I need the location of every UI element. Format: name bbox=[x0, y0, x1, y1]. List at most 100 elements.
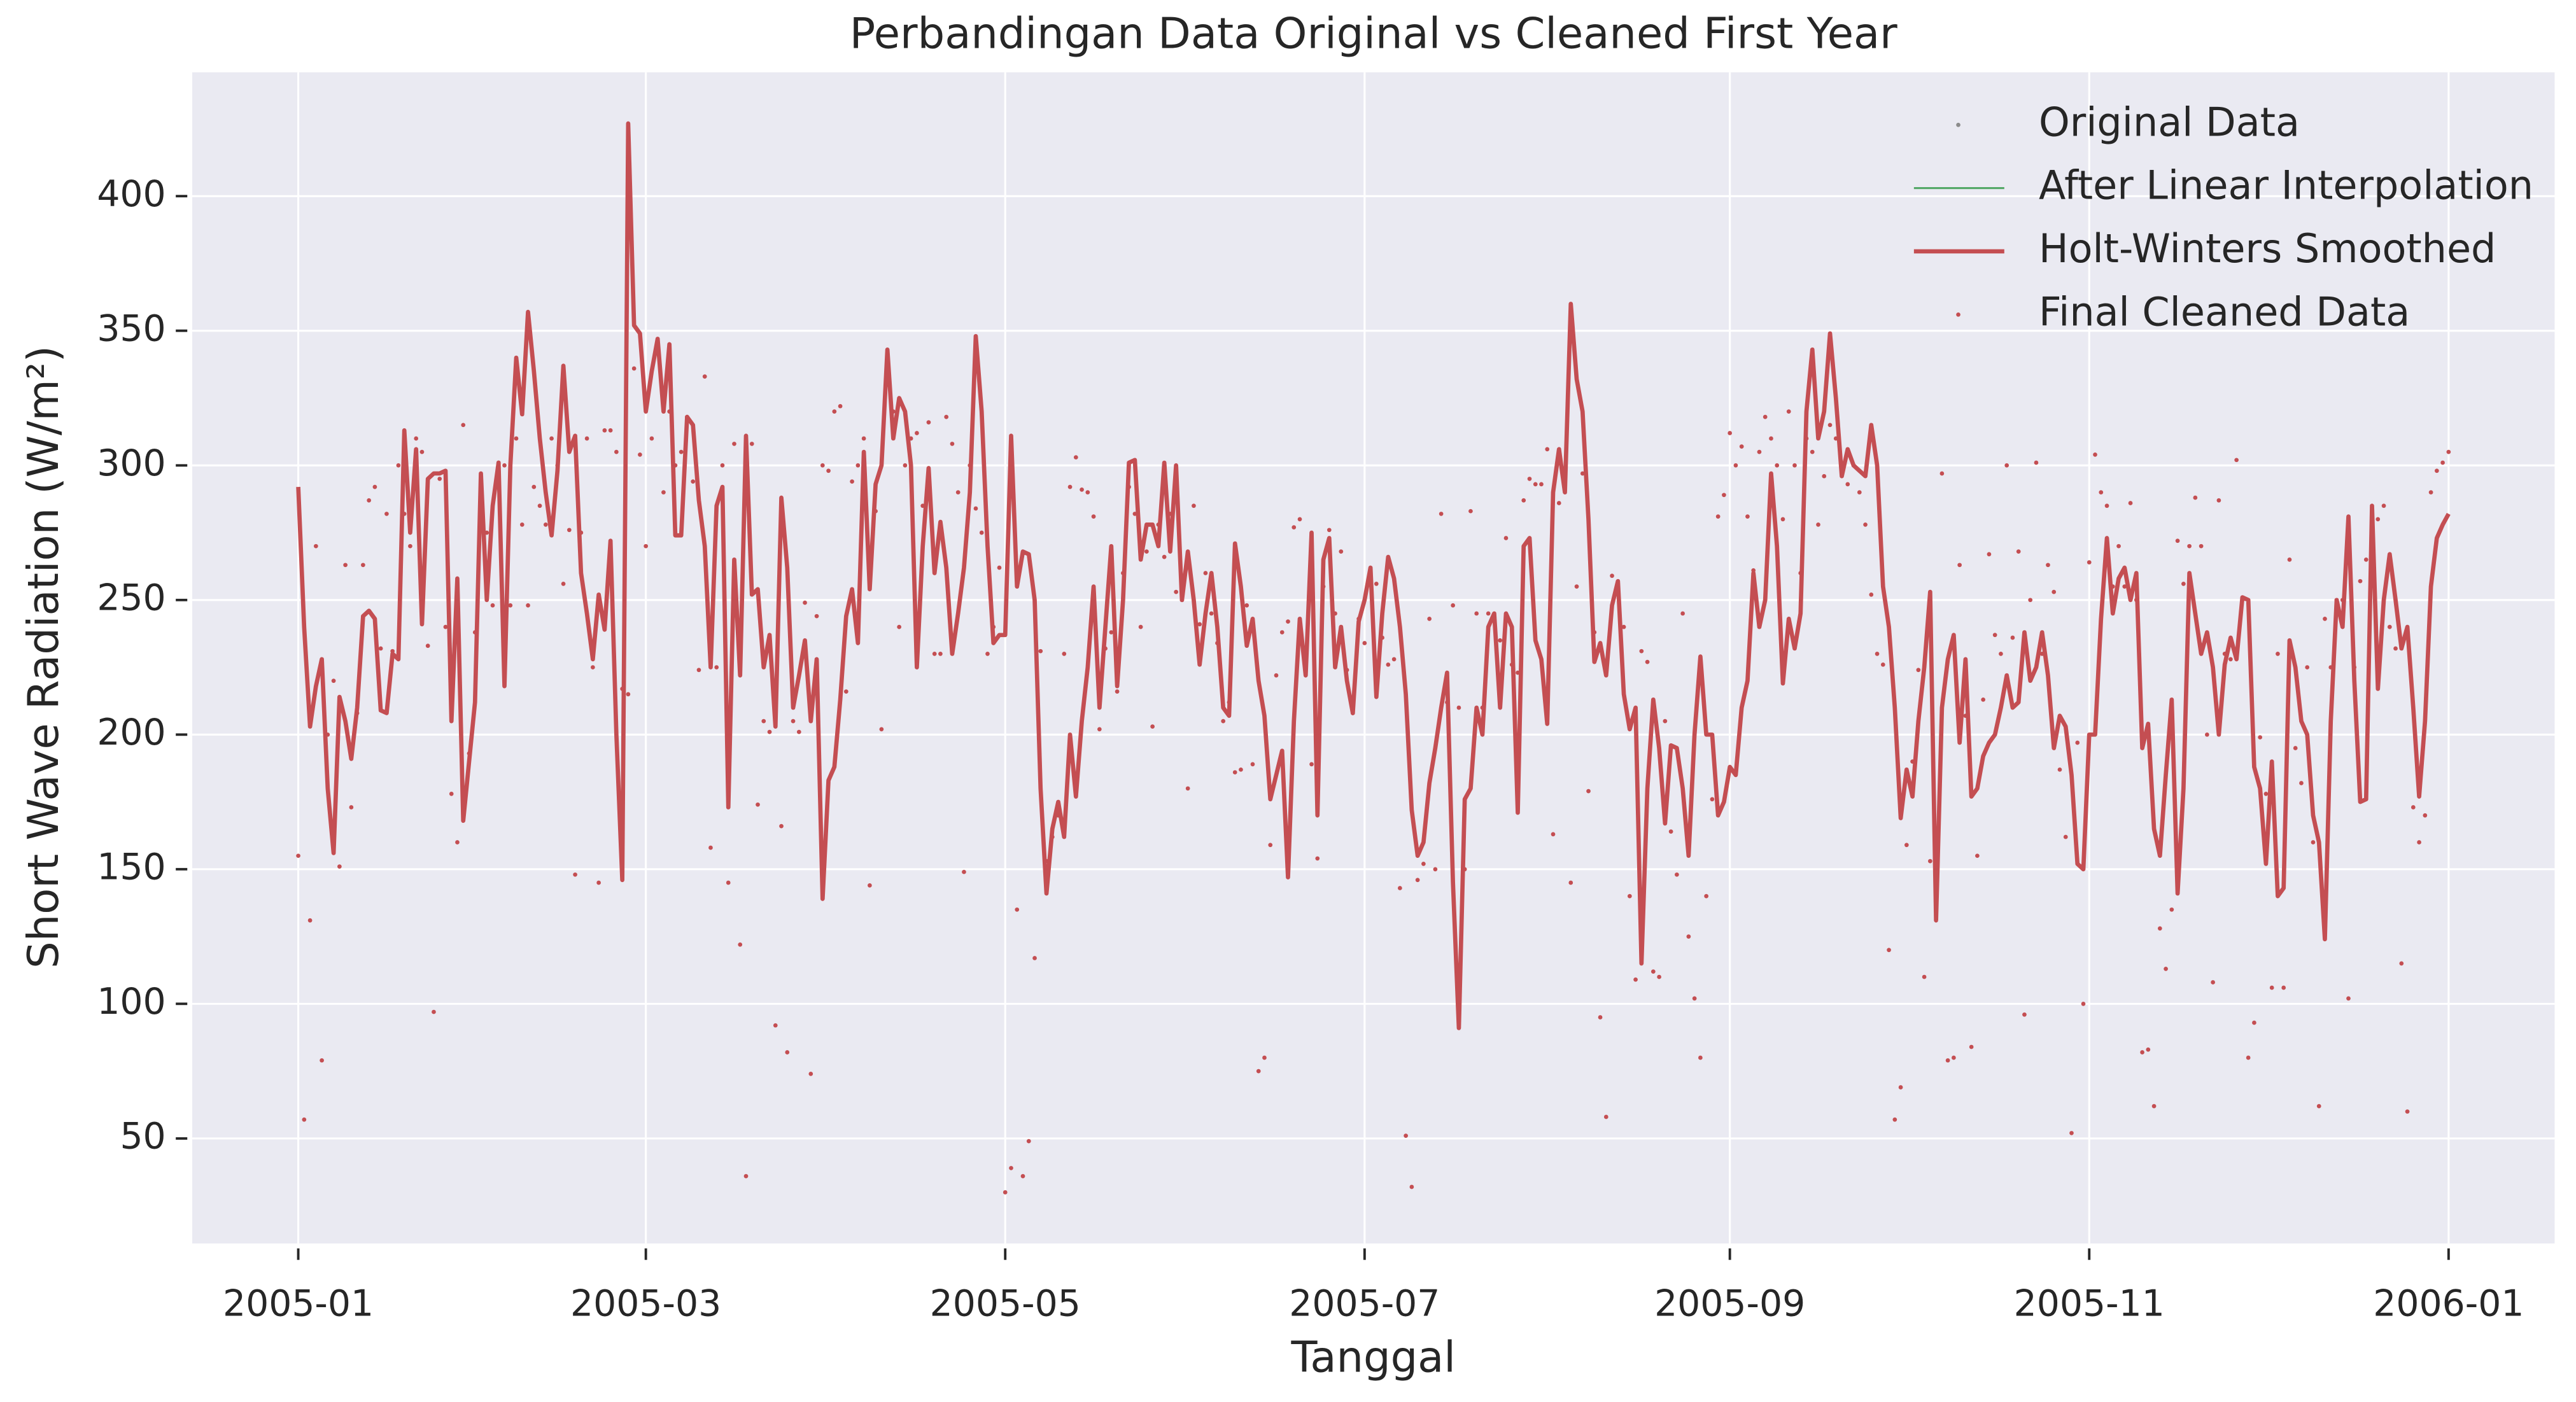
data-point bbox=[908, 436, 913, 441]
data-point bbox=[2151, 1104, 2157, 1109]
data-point bbox=[1303, 646, 1308, 651]
data-point bbox=[1975, 853, 1980, 859]
data-point bbox=[1239, 767, 1243, 772]
data-point bbox=[384, 512, 389, 516]
data-point bbox=[732, 442, 736, 446]
data-point bbox=[2034, 460, 2039, 465]
data-point bbox=[1297, 517, 1302, 522]
data-point bbox=[2323, 617, 2327, 621]
data-point bbox=[644, 543, 649, 549]
data-point bbox=[1132, 512, 1137, 516]
data-point bbox=[2399, 961, 2404, 966]
data-point bbox=[2381, 503, 2386, 508]
data-point bbox=[991, 624, 996, 629]
data-point bbox=[355, 711, 360, 715]
data-point bbox=[903, 463, 908, 468]
data-point bbox=[2346, 996, 2351, 1001]
data-point bbox=[1786, 409, 1791, 414]
data-point bbox=[1138, 624, 1143, 629]
data-point bbox=[1192, 503, 1196, 508]
data-point bbox=[850, 479, 854, 484]
data-point bbox=[1268, 843, 1273, 848]
data-point bbox=[449, 792, 454, 796]
data-point bbox=[1197, 622, 1202, 627]
legend-marker bbox=[1956, 122, 1960, 127]
data-point bbox=[2110, 584, 2115, 589]
data-point bbox=[2387, 624, 2392, 629]
data-point bbox=[2246, 1055, 2251, 1060]
data-point bbox=[1244, 603, 1249, 608]
data-point bbox=[1215, 641, 1220, 645]
x-tick-label: 2005-03 bbox=[570, 1283, 721, 1325]
data-point bbox=[1439, 512, 1444, 516]
y-tick-label: 50 bbox=[120, 1115, 165, 1157]
data-point bbox=[2281, 985, 2286, 990]
data-point bbox=[638, 452, 642, 457]
data-point bbox=[484, 530, 489, 535]
data-point bbox=[2352, 665, 2357, 669]
data-point bbox=[2305, 665, 2310, 669]
data-point bbox=[1757, 449, 1762, 454]
data-point bbox=[2063, 834, 2068, 839]
data-point bbox=[2358, 578, 2363, 584]
y-axis-label: Short Wave Radiation (W/m²) bbox=[18, 346, 68, 969]
data-point bbox=[1386, 662, 1391, 667]
data-point bbox=[655, 342, 660, 347]
data-point bbox=[331, 678, 336, 683]
data-point bbox=[944, 414, 949, 419]
data-point bbox=[1992, 633, 1997, 638]
data-point bbox=[1833, 436, 1838, 441]
data-point bbox=[1009, 1166, 1013, 1170]
data-point bbox=[2004, 463, 2009, 468]
data-point bbox=[1733, 463, 1738, 468]
data-point bbox=[1474, 611, 1479, 616]
data-point bbox=[1456, 705, 1461, 710]
data-point bbox=[443, 624, 448, 629]
data-point bbox=[543, 522, 548, 527]
data-point bbox=[968, 463, 973, 468]
data-point bbox=[614, 449, 619, 454]
data-point bbox=[1103, 646, 1108, 651]
x-tick-label: 2005-07 bbox=[1289, 1283, 1440, 1325]
data-point bbox=[843, 689, 848, 694]
data-point bbox=[2340, 598, 2345, 603]
legend-label: After Linear Interpolation bbox=[2039, 163, 2533, 209]
data-point bbox=[1851, 463, 1856, 468]
data-point bbox=[743, 1174, 749, 1179]
data-point bbox=[2057, 767, 2062, 772]
data-point bbox=[1739, 444, 1744, 449]
marks bbox=[296, 121, 2451, 1195]
data-point bbox=[979, 530, 984, 535]
data-point bbox=[296, 853, 300, 859]
data-point bbox=[1763, 414, 1768, 419]
data-point bbox=[1645, 659, 1650, 664]
data-point bbox=[997, 565, 1002, 570]
data-point bbox=[1963, 713, 1968, 719]
data-point bbox=[855, 463, 861, 468]
data-point bbox=[579, 530, 584, 535]
data-point bbox=[2252, 1020, 2256, 1025]
data-point bbox=[1232, 770, 1237, 775]
data-point bbox=[425, 643, 430, 648]
data-point bbox=[461, 423, 466, 428]
data-point bbox=[1904, 843, 1909, 848]
data-point bbox=[631, 366, 637, 371]
legend-label: Original Data bbox=[2039, 99, 2300, 145]
data-point bbox=[1427, 617, 1432, 621]
data-point bbox=[390, 648, 395, 654]
data-point bbox=[879, 727, 884, 732]
data-point bbox=[526, 603, 530, 608]
data-point bbox=[2010, 635, 2015, 640]
data-point bbox=[2164, 967, 2168, 971]
data-point bbox=[2216, 498, 2221, 503]
data-point bbox=[1344, 668, 1349, 673]
data-point bbox=[2187, 543, 2192, 549]
data-point bbox=[1044, 859, 1049, 864]
data-point bbox=[1845, 482, 1850, 487]
data-point bbox=[2428, 490, 2433, 494]
data-point bbox=[502, 463, 507, 468]
data-point bbox=[1156, 522, 1161, 527]
data-point bbox=[1091, 514, 1096, 519]
data-point bbox=[955, 490, 961, 494]
data-point bbox=[2293, 746, 2298, 750]
